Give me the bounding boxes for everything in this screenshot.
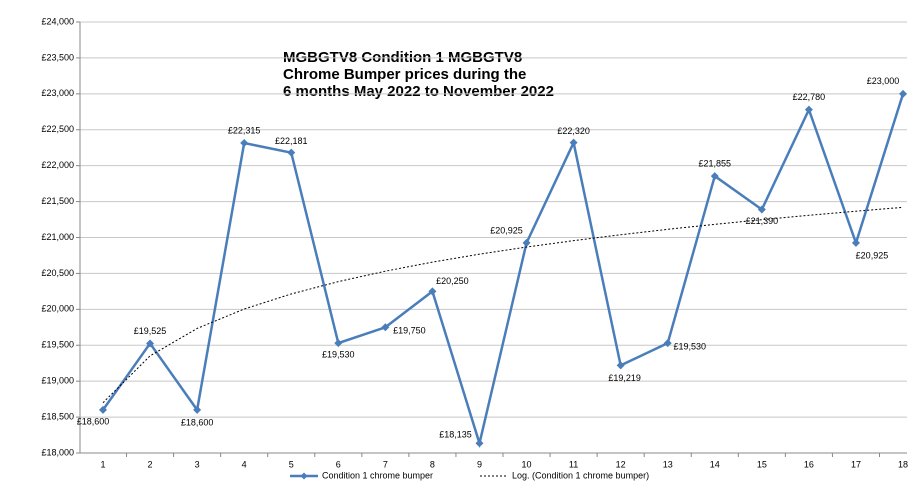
x-tick-label: 7 <box>383 459 388 469</box>
data-label: £18,135 <box>439 430 472 440</box>
x-tick-label: 3 <box>195 459 200 469</box>
x-tick-label: 9 <box>477 459 482 469</box>
data-point <box>193 405 202 414</box>
data-label: £19,525 <box>134 326 167 336</box>
x-tick-label: 8 <box>430 459 435 469</box>
data-label: £22,780 <box>793 92 826 102</box>
data-label: £18,600 <box>181 417 214 427</box>
legend-label: Log. (Condition 1 chrome bumper) <box>512 470 649 480</box>
x-tick-label: 17 <box>851 459 861 469</box>
y-tick-label: £23,000 <box>41 88 74 98</box>
x-tick-label: 13 <box>663 459 673 469</box>
x-tick-label: 14 <box>710 459 720 469</box>
data-label: £18,600 <box>77 416 110 426</box>
y-tick-label: £23,500 <box>41 52 74 62</box>
data-point <box>663 339 672 348</box>
x-tick-label: 2 <box>148 459 153 469</box>
data-label: £21,855 <box>699 158 732 168</box>
data-label: £19,750 <box>393 326 426 336</box>
x-tick-label: 4 <box>242 459 247 469</box>
y-tick-label: £21,000 <box>41 232 74 242</box>
y-tick-label: £18,500 <box>41 411 74 421</box>
data-point <box>287 148 296 157</box>
trendline <box>102 206 904 404</box>
data-point <box>475 439 484 448</box>
data-point <box>428 287 437 296</box>
data-point <box>240 139 249 148</box>
chart-title: Chrome Bumper prices during the <box>283 66 526 83</box>
x-tick-label: 16 <box>804 459 814 469</box>
x-tick-label: 1 <box>100 459 105 469</box>
x-tick-label: 5 <box>289 459 294 469</box>
legend-label: Condition 1 chrome bumper <box>322 470 433 480</box>
data-point <box>146 339 155 348</box>
data-point <box>616 361 625 370</box>
data-point <box>99 405 107 414</box>
data-label: £19,530 <box>673 341 706 351</box>
series-line <box>101 93 905 449</box>
x-tick-label: 18 <box>898 459 908 469</box>
data-point <box>334 339 343 348</box>
y-tick-label: £24,000 <box>41 16 74 26</box>
data-label: £19,219 <box>608 373 641 383</box>
data-label: £20,925 <box>856 250 889 260</box>
data-label: £22,315 <box>228 125 261 135</box>
y-tick-label: £22,000 <box>41 160 74 170</box>
x-tick-label: 11 <box>569 459 578 469</box>
chart-title: 6 months May 2022 to November 2022 <box>283 83 554 100</box>
data-point <box>522 238 531 247</box>
y-tick-label: £19,500 <box>41 340 74 350</box>
x-tick-label: 6 <box>336 459 341 469</box>
x-tick-label: 10 <box>522 459 532 469</box>
x-tick-label: 12 <box>616 459 626 469</box>
title-box <box>276 42 614 100</box>
y-tick-label: £22,500 <box>41 124 74 134</box>
y-tick-label: £20,000 <box>41 304 74 314</box>
data-label: £20,250 <box>436 276 469 286</box>
data-point <box>899 89 908 98</box>
data-label: £21,390 <box>746 216 779 226</box>
data-point <box>569 138 578 147</box>
data-point <box>851 238 860 247</box>
y-tick-label: £19,000 <box>41 376 74 386</box>
y-tick-label: £21,500 <box>41 196 74 206</box>
data-label: £22,320 <box>557 126 590 136</box>
data-point <box>757 205 766 214</box>
data-point <box>804 105 813 114</box>
y-tick-label: £20,500 <box>41 268 74 278</box>
data-point <box>381 323 390 332</box>
y-tick-label: £18,000 <box>41 447 74 457</box>
x-tick-label: 15 <box>757 459 767 469</box>
data-label: £19,530 <box>322 349 355 359</box>
data-point <box>710 172 719 181</box>
legend-marker <box>300 472 308 480</box>
data-label: £22,181 <box>275 136 308 146</box>
data-label: £20,925 <box>490 225 523 235</box>
data-label: £23,000 <box>867 76 900 86</box>
